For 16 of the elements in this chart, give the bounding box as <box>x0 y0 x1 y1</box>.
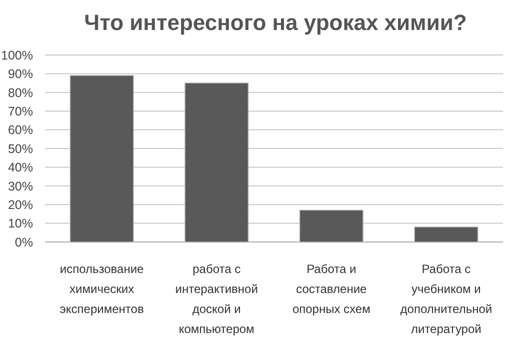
y-tick-label: 0% <box>14 235 33 250</box>
y-tick-label: 90% <box>8 67 33 82</box>
y-tick-label: 10% <box>8 216 33 231</box>
y-tick-label: 30% <box>8 179 33 194</box>
y-tick-label: 50% <box>8 142 33 156</box>
x-tick-label: Работа с учебником и дополнительной литературой <box>400 262 492 336</box>
y-tick-label: 40% <box>8 160 33 175</box>
y-tick-label: 100% <box>1 48 33 62</box>
x-tick-label: Работа и составление опорных схем <box>292 262 370 316</box>
x-tick-label: работа с интерактивной доской и компьютером <box>175 262 258 336</box>
y-tick-label: 20% <box>8 198 33 212</box>
y-tick-label: 80% <box>8 86 33 100</box>
y-tick-label: 70% <box>8 104 33 118</box>
y-tick-label: 60% <box>8 123 33 138</box>
x-tick-label: использование химических экспериментов <box>60 262 144 316</box>
chart-title: Что интересного на уроках химии? <box>84 10 467 35</box>
